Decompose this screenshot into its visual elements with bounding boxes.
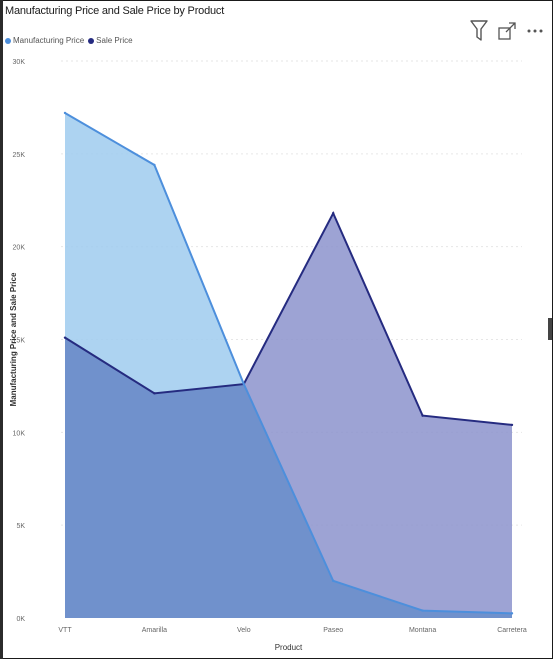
y-axis-title: Manufacturing Price and Sale Price — [9, 272, 18, 406]
point-sale-price-0 — [63, 336, 67, 339]
y-tick-label-4: 20K — [13, 245, 26, 252]
chart-legend: Manufacturing Price Sale Price — [5, 36, 137, 45]
legend-label-manufacturing-price: Manufacturing Price — [13, 36, 85, 45]
x-tick-label-0: VTT — [58, 627, 72, 634]
point-manufacturing-price-0 — [63, 111, 67, 115]
point-sale-price-3 — [332, 212, 335, 215]
area-overlap — [65, 337, 512, 618]
y-tick-label-1: 5K — [16, 523, 25, 530]
legend-label-sale-price: Sale Price — [96, 36, 133, 45]
chart-title: Manufacturing Price and Sale Price by Pr… — [5, 5, 225, 17]
point-manufacturing-price-1 — [153, 163, 156, 167]
focus-mode-icon — [498, 22, 516, 40]
point-sale-price-4 — [421, 414, 424, 417]
legend-item-manufacturing-price[interactable]: Manufacturing Price — [5, 36, 84, 45]
point-manufacturing-price-3 — [332, 579, 335, 583]
x-tick-label-4: Montana — [409, 627, 436, 634]
filter-button[interactable] — [468, 19, 490, 43]
more-options-icon — [527, 29, 543, 33]
y-tick-label-3: 15K — [13, 338, 26, 345]
x-tick-label-2: Velo — [237, 627, 251, 634]
point-manufacturing-price-2 — [242, 382, 245, 386]
y-tick-label-0: 0K — [16, 616, 25, 623]
x-tick-label-5: Carretera — [497, 627, 527, 634]
y-tick-label-6: 30K — [13, 59, 26, 66]
x-tick-label-1: Amarilla — [142, 627, 167, 634]
line-manufacturing-price — [64, 112, 513, 615]
legend-item-sale-price[interactable]: Sale Price — [88, 36, 133, 45]
legend-marker-sale-price — [88, 37, 95, 44]
focus-mode-button[interactable] — [496, 19, 518, 43]
point-manufacturing-price-4 — [421, 609, 424, 612]
resize-handle[interactable] — [548, 318, 552, 340]
point-manufacturing-price-5 — [510, 612, 514, 615]
visual-toolbar — [462, 19, 546, 43]
x-axis-title: Product — [275, 643, 303, 652]
point-sale-price-1 — [153, 392, 156, 395]
x-tick-label-3: Paseo — [323, 627, 343, 634]
more-options-button[interactable] — [524, 19, 546, 43]
legend-marker-manufacturing-price — [5, 37, 11, 44]
y-tick-label-5: 25K — [13, 152, 26, 159]
point-sale-price-5 — [510, 423, 514, 427]
line-sale-price — [64, 210, 513, 426]
filter-icon — [470, 20, 488, 41]
y-tick-label-2: 10K — [13, 430, 26, 437]
left-edge-bar — [0, 0, 3, 659]
